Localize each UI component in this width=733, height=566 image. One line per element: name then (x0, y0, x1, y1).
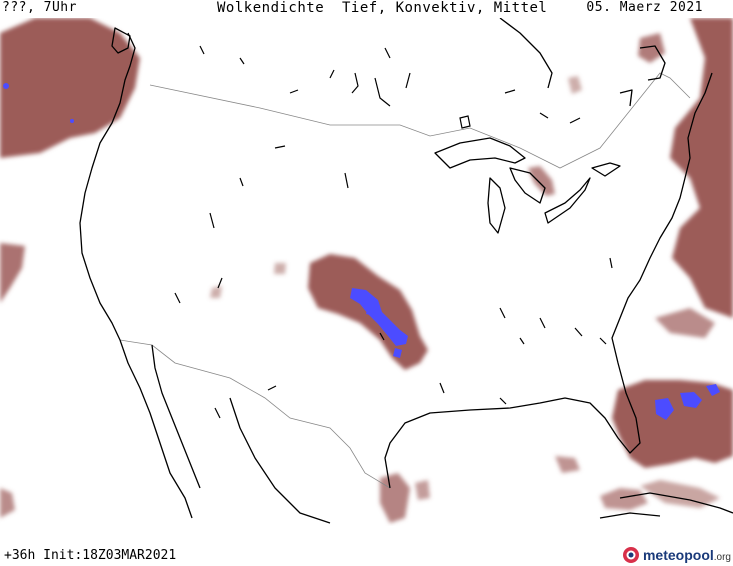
map-title: Wolkendichte Tief, Konvektiv, Mittel (217, 0, 548, 16)
meteopool-logo[interactable]: meteopool.org (622, 544, 731, 566)
convective-layer (3, 83, 720, 420)
political-borders (119, 72, 691, 489)
meteopool-logo-text: meteopool.org (642, 547, 731, 563)
cloud-density-layer (0, 18, 733, 523)
coastlines (79, 18, 733, 524)
map-date: 05. Maerz 2021 (586, 0, 703, 15)
meteopool-logo-icon (622, 547, 639, 563)
map-footer: +36h Init:18Z03MAR2021 meteopool.org (0, 526, 733, 566)
header-run-time: ???, 7Uhr (2, 0, 77, 15)
lake-markers (174, 45, 613, 419)
run-info: +36h Init:18Z03MAR2021 (4, 548, 177, 563)
weather-map (0, 18, 733, 526)
